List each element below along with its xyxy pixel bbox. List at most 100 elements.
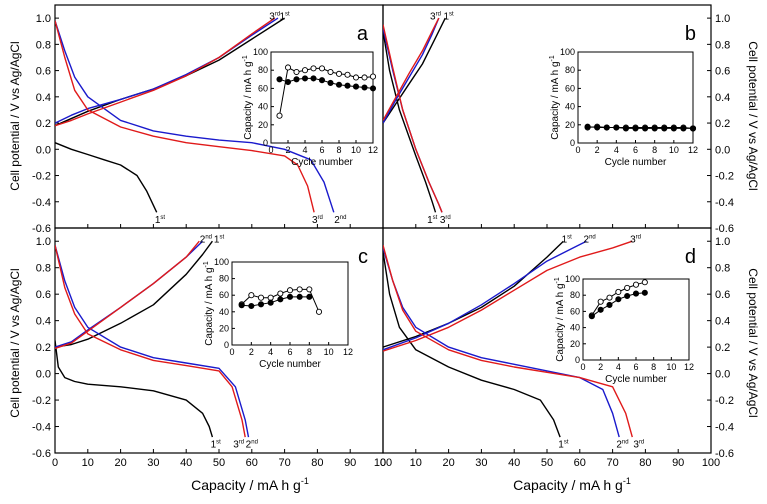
y-tick-label: 0.0 <box>36 369 51 381</box>
inset-y-tick-label: 60 <box>258 83 268 93</box>
x-tick-label: 20 <box>442 457 454 469</box>
x-tick-label: 80 <box>311 457 323 469</box>
inset-y-tick-label: 80 <box>219 274 229 284</box>
y-tick-label: 0.2 <box>715 118 730 130</box>
inset-point-discharge <box>642 125 649 132</box>
panel-letter-b: b <box>685 23 696 45</box>
y-tick-label: 0.6 <box>36 66 51 78</box>
inset-x-tick-label: 0 <box>268 145 273 155</box>
inset-x-tick-label: 12 <box>688 145 698 155</box>
series-line-3rd-discharge <box>55 20 315 213</box>
series-line-3rd-discharge <box>55 245 246 438</box>
cycle-label: 1st <box>211 440 222 451</box>
series-line-2nd-discharge <box>383 28 443 213</box>
x-tick-label: 0 <box>52 457 58 469</box>
x-tick-label: 60 <box>574 457 586 469</box>
cycle-label: 1st <box>562 235 573 246</box>
inset-y-tick-label: 40 <box>258 102 268 112</box>
inset-x-tick-label: 2 <box>249 347 254 357</box>
panel-letter-a: a <box>357 23 369 45</box>
y-tick-label: 1.0 <box>715 236 730 248</box>
x-tick-label: 30 <box>475 457 487 469</box>
inset-y-tick-label: 100 <box>560 47 575 57</box>
panel-letter-d: d <box>685 246 696 268</box>
cycle-label: 1st <box>214 235 225 246</box>
inset-x-tick-label: 12 <box>368 145 378 155</box>
inset-point-charge <box>624 284 631 291</box>
inset-point-discharge <box>369 85 377 92</box>
series-line-2nd-discharge <box>383 247 620 438</box>
inset-point-discharge <box>624 292 631 300</box>
inset-point-charge <box>276 112 283 119</box>
series-line-1st-discharge <box>383 251 561 438</box>
x-tick-label: 20 <box>114 457 126 469</box>
cycle-label: 1st <box>443 11 454 22</box>
inset-point-discharge <box>613 124 620 131</box>
inset-x-tick-label: 4 <box>614 145 619 155</box>
y-tick-label: -0.2 <box>32 395 51 407</box>
inset-point-discharge <box>632 290 640 297</box>
cycle-label: 3rd <box>233 440 244 451</box>
y-axis-label-c: Cell potential / V vs Ag/AgCl <box>8 268 22 417</box>
inset-point-discharge <box>603 124 610 131</box>
y-tick-label: -0.2 <box>715 395 734 407</box>
inset-x-tick-label: 8 <box>336 145 341 155</box>
y-tick-label: -0.6 <box>32 223 51 235</box>
inset-point-discharge <box>622 125 629 132</box>
series-line-3rd-discharge <box>383 24 443 213</box>
y-tick-label: -0.6 <box>32 448 51 460</box>
y-tick-label: 0.0 <box>715 144 730 156</box>
x-tick-label: 100 <box>374 457 392 469</box>
inset-point-charge <box>369 73 377 80</box>
inset-y-tick-label: 20 <box>565 120 575 130</box>
cycle-label: 2nd <box>584 235 596 246</box>
inset-point-discharge <box>301 75 309 82</box>
inset-x-tick-label: 6 <box>287 347 292 357</box>
inset-x-tick-label: 2 <box>285 145 290 155</box>
y-tick-label: 0.0 <box>36 144 51 156</box>
inset-point-charge <box>310 65 317 72</box>
inset-point-discharge <box>267 299 274 306</box>
cycle-label: 3rd <box>269 11 280 22</box>
cycle-label: 3rd <box>430 11 441 22</box>
inset-point-charge <box>286 287 294 294</box>
inset-x-tick-label: 0 <box>229 347 234 357</box>
series-group <box>383 17 446 213</box>
series-line-1st-discharge <box>383 31 437 213</box>
inset-y-tick-label: 80 <box>565 65 575 75</box>
y-tick-label: 1.0 <box>36 236 51 248</box>
x-tick-label: 10 <box>410 457 422 469</box>
inset-x-tick-label: 4 <box>268 347 273 357</box>
y-tick-label: 0.8 <box>715 39 730 51</box>
cycle-label: 1st <box>558 440 569 451</box>
inset-y-tick-label: 0 <box>224 340 229 350</box>
inset-point-discharge <box>310 75 317 82</box>
y-tick-label: 0.2 <box>36 342 51 354</box>
inset-y-tick-label: 80 <box>258 65 268 75</box>
inset-point-discharge <box>651 125 658 132</box>
y-tick-label: 0.6 <box>36 289 51 301</box>
series-line-1st-discharge <box>55 340 214 438</box>
x-tick-label: 30 <box>147 457 159 469</box>
inset-point-discharge <box>597 306 604 313</box>
inset-point-charge <box>361 74 368 81</box>
inset-x-tick-label: 8 <box>652 145 657 155</box>
inset-y-label: Capacity / mA h g-1 <box>203 261 215 346</box>
inset-y-tick-label: 80 <box>570 290 580 300</box>
x-tick-label: 90 <box>672 457 684 469</box>
cycle-label: 3rd <box>630 235 641 246</box>
inset-x-tick-label: 2 <box>595 145 600 155</box>
inset-x-tick-label: 4 <box>302 145 307 155</box>
x-tick-label: 90 <box>344 457 356 469</box>
inset-point-discharge <box>276 76 283 83</box>
y-tick-label: 0.0 <box>715 369 730 381</box>
inset-y-tick-label: 100 <box>214 257 229 267</box>
x-tick-label: 50 <box>213 457 225 469</box>
series-line-3rd-charge <box>55 240 200 350</box>
y-tick-label: 0.6 <box>715 289 730 301</box>
inset-x-label: Cycle number <box>259 359 321 370</box>
inset-y-label: Capacity / mA h g-1 <box>549 55 561 140</box>
series-line-1st-charge <box>55 240 213 348</box>
series-line-3rd-charge <box>383 17 440 121</box>
